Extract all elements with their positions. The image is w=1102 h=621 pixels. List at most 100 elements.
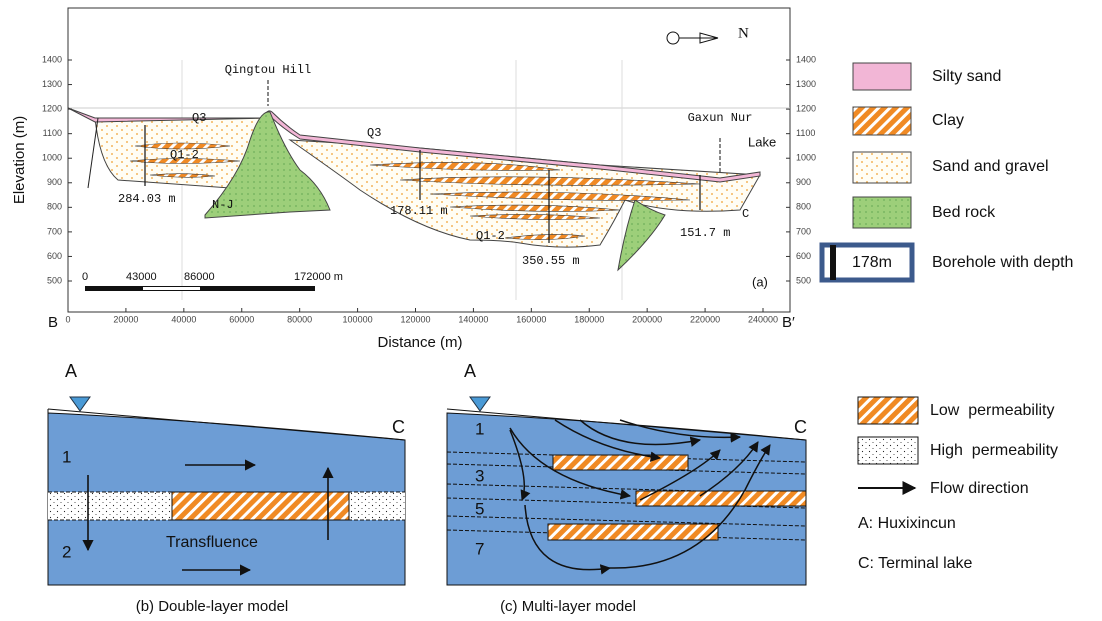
y-tick-label: 900: [47, 177, 62, 187]
legend-label: Flow direction: [930, 480, 1029, 497]
unit-label: C: [742, 207, 749, 221]
flow-label: Transfluence: [166, 534, 258, 551]
layer-number: 1: [62, 447, 71, 466]
legend-label: Bed rock: [932, 204, 996, 221]
x-axis-title: Distance (m): [377, 334, 462, 351]
borehole-symbol-bar: [830, 245, 836, 280]
borehole-depth: 350.55 m: [522, 254, 580, 268]
legend-label: Low permeability: [930, 402, 1055, 419]
point-c: C: [392, 417, 405, 437]
page: 5005006006007007008008009009001000100011…: [0, 0, 1102, 621]
layer-number: 2: [62, 542, 71, 561]
y-tick-label: 1100: [43, 128, 62, 138]
legend-a: Silty sand Clay Sand and gravel Bed rock…: [822, 63, 1073, 280]
y-axis-title: Elevation (m): [11, 116, 28, 204]
caption: (b) Double-layer model: [136, 598, 289, 615]
water-table: [470, 397, 490, 411]
panel-b: A C 1 2 Transfluence (b) Double-layer mo…: [48, 361, 405, 615]
x-tick-label: 80000: [287, 314, 312, 324]
y-tick-label: 800: [47, 202, 62, 212]
borehole-depth: 284.03 m: [118, 192, 176, 206]
y-tick-label: 1400: [42, 54, 62, 64]
legend-label: Clay: [932, 112, 964, 129]
water-table: [70, 397, 90, 411]
north-label: N: [738, 25, 749, 41]
y-tick-label-right: 1200: [796, 103, 816, 113]
scale-label: 86000: [184, 271, 215, 283]
x-tick-label: 180000: [574, 314, 604, 324]
borehole-depth: 178.11 m: [390, 204, 448, 218]
legend-swatch: [853, 152, 911, 183]
lake-name: Gaxun Nur: [688, 111, 753, 125]
figure: 5005006006007007008008009009001000100011…: [0, 0, 1102, 621]
y-tick-label-right: 600: [796, 251, 811, 261]
unit-label: Q1-2: [476, 229, 505, 243]
point-a: A: [464, 361, 476, 381]
legend-label: High permeability: [930, 442, 1058, 459]
legend-label: Sand and gravel: [932, 158, 1049, 175]
legend-swatch: [858, 437, 918, 464]
legend-label: Borehole with depth: [932, 254, 1073, 271]
section-start: B: [48, 314, 58, 331]
borehole-depth: 151.7 m: [680, 226, 730, 240]
legend-note: A: Huxixincun: [858, 515, 956, 532]
legend-b: Low permeability High permeability Flow …: [858, 397, 1058, 572]
y-tick-label: 700: [47, 226, 62, 236]
x-tick-label: 40000: [171, 314, 196, 324]
x-tick-label: 20000: [113, 314, 138, 324]
legend-swatch: [853, 63, 911, 90]
y-tick-label-right: 700: [796, 226, 811, 236]
layer-number: 3: [475, 466, 484, 485]
hill-label: Qingtou Hill: [225, 63, 311, 77]
y-tick-label: 1200: [42, 103, 62, 113]
scale-bar-gap: [143, 287, 200, 290]
low-permeability-block: [172, 492, 349, 520]
unit-label: Q1-2: [170, 148, 199, 162]
point-a: A: [65, 361, 77, 381]
scale-label: 43000: [126, 271, 157, 283]
x-tick-label: 100000: [343, 314, 373, 324]
y-tick-label: 1000: [42, 153, 62, 163]
unit-label: N-J: [212, 198, 234, 212]
y-tick-label-right: 800: [796, 202, 811, 212]
y-tick-label: 500: [47, 275, 62, 285]
borehole-symbol-text: 178m: [852, 254, 892, 271]
legend-swatch: [858, 397, 918, 424]
x-tick-label: 0: [65, 314, 70, 324]
x-tick-label: 60000: [229, 314, 254, 324]
panel-a: 500 500 600 600 700 700 800 800 900 900 1000 1000 11…: [11, 8, 816, 351]
layer-number: 5: [475, 499, 484, 518]
caption: (c) Multi-layer model: [500, 598, 636, 615]
y-tick-label-right: 1000: [796, 153, 816, 163]
y-tick-label: 600: [47, 251, 62, 261]
section-end: B′: [782, 314, 795, 331]
legend-label: Silty sand: [932, 68, 1001, 85]
lake-label: Lake: [748, 134, 776, 149]
y-tick-label-right: 500: [796, 275, 811, 285]
y-tick-label-right: 900: [796, 177, 811, 187]
y-tick-label-right: 1100: [796, 128, 815, 138]
scale-label: 0: [82, 271, 88, 283]
point-c: C: [794, 417, 807, 437]
panel-label: (a): [752, 274, 768, 289]
scale-label: 172000 m: [294, 271, 343, 283]
x-tick-label: 140000: [458, 314, 488, 324]
x-tick-label: 120000: [400, 314, 430, 324]
x-tick-label: 220000: [690, 314, 720, 324]
low-permeability-block: [553, 455, 688, 470]
panel-c: A C 1 3 5 7 (c) Multi-layer model: [447, 361, 807, 615]
legend-swatch: [853, 197, 911, 228]
y-tick-label-right: 1300: [796, 79, 816, 89]
y-tick-label-right: 1400: [796, 54, 816, 64]
legend-swatch: [853, 107, 911, 135]
low-permeability-block: [636, 491, 806, 506]
x-tick-label: 160000: [516, 314, 546, 324]
y-tick-label: 1300: [42, 79, 62, 89]
x-tick-label: 240000: [748, 314, 778, 324]
legend-note: C: Terminal lake: [858, 555, 973, 572]
unit-label: Q3: [367, 126, 381, 140]
layer-number: 7: [475, 539, 484, 558]
layer-number: 1: [475, 419, 484, 438]
unit-label: Q3: [192, 111, 206, 125]
low-permeability-block: [548, 524, 718, 540]
